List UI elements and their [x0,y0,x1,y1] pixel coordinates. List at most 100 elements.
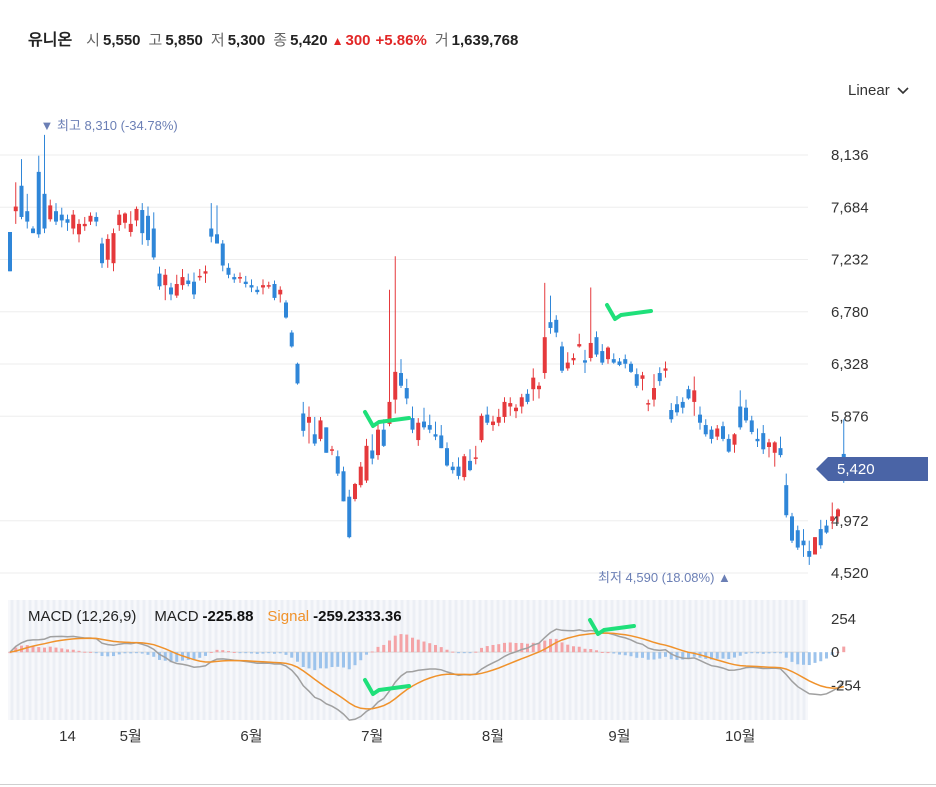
macd-histogram-bar [209,651,213,653]
candle-body [456,466,461,476]
candle-body [94,216,99,222]
macd-histogram-bar [583,648,587,653]
macd-histogram-bar [163,652,167,661]
candle [13,182,18,224]
macd-histogram-bar [273,652,276,654]
candle-body [565,362,570,369]
macd-histogram-bar [572,646,575,653]
macd-histogram-bar [319,652,322,669]
candle [790,512,794,543]
macd-histogram-bar [66,649,69,653]
hand-drawn-check-mark [363,678,411,696]
macd-histogram-bar [25,645,29,653]
macd-tick-label: 0 [831,644,839,661]
candle [404,378,409,405]
x-tick-label: 14 [59,728,76,745]
macd-histogram-bar [687,652,690,659]
macd-histogram-bar [474,651,478,653]
candle [36,155,41,238]
candle [519,393,524,414]
candle-body [376,429,380,456]
candle [611,353,616,364]
high-value: 5,850 [165,32,203,49]
macd-histogram-bar [146,652,150,655]
macd-histogram-bar [537,643,541,653]
candle-body [790,516,794,541]
macd-histogram-bar [112,652,115,657]
x-tick-label: 9월 [608,728,630,745]
macd-histogram-bar [370,651,374,653]
candle-body [312,434,317,444]
candle-body [278,289,283,295]
candle-body [261,285,265,288]
candle-body [77,223,81,235]
candle [772,441,777,467]
candle-body [508,403,513,407]
macd-histogram-bar [60,648,64,653]
candle [42,134,47,234]
scale-dropdown[interactable]: Linear [848,82,910,99]
candle-body [709,429,714,439]
macd-histogram-bar [715,652,719,659]
macd-histogram-bar [347,652,351,670]
macd-histogram-bar [825,652,828,659]
candle [801,529,806,557]
candle-body [531,377,536,390]
candle-body [8,231,12,272]
candle-body [295,363,300,384]
macd-histogram-bar [255,652,259,654]
candle [450,462,455,474]
macd-histogram-bar [106,652,110,657]
macd-histogram-bar [278,652,282,654]
candle [278,286,283,303]
macd-histogram-bar [842,646,846,653]
low-label: 저 [210,32,225,49]
macd-histogram-bar [646,652,650,660]
macd-histogram-bar [140,652,144,654]
candle-body [439,435,444,449]
candle [433,421,438,441]
candle-body [180,277,185,286]
candle-body [243,281,248,285]
scale-label: Linear [848,82,890,99]
candle-body [594,337,599,355]
current-price-label: 5,420 [837,461,875,478]
macd-histogram-bar [422,641,426,653]
macd-histogram-bar [169,652,173,663]
macd-value: -225.88 [202,608,254,625]
change-percent: +5.86% [375,32,427,49]
candle-body [59,214,64,221]
candle-body [335,456,340,474]
candle-body [479,415,484,441]
signal-value: -259.2333.36 [313,608,402,625]
candle-body [174,284,179,296]
macd-histogram-bar [721,652,725,659]
candle [525,389,530,405]
candle [111,228,116,272]
candle [807,540,812,565]
candle-body [537,385,541,390]
macd-histogram-bar [612,652,616,654]
candle [836,508,840,523]
candle-body [410,418,415,430]
low-annotation: 최저 4,590 (18.08%) ▲ [598,570,731,585]
macd-histogram-bar [416,639,420,653]
candle-body [519,397,524,407]
candle [318,416,323,442]
candle [675,396,679,416]
macd-histogram-bar [37,647,41,653]
candle [640,371,645,391]
candle [174,274,179,298]
candle-body [686,389,691,399]
macd-histogram-bar [836,651,840,653]
candle [617,357,622,367]
macd-histogram-bar [204,652,207,656]
candle [456,457,461,480]
candle-body [128,223,133,232]
candle [215,205,219,244]
candle-body [151,228,156,258]
macd-histogram-bar [261,652,265,654]
macd-histogram-bar [83,651,87,653]
candle [583,349,587,374]
